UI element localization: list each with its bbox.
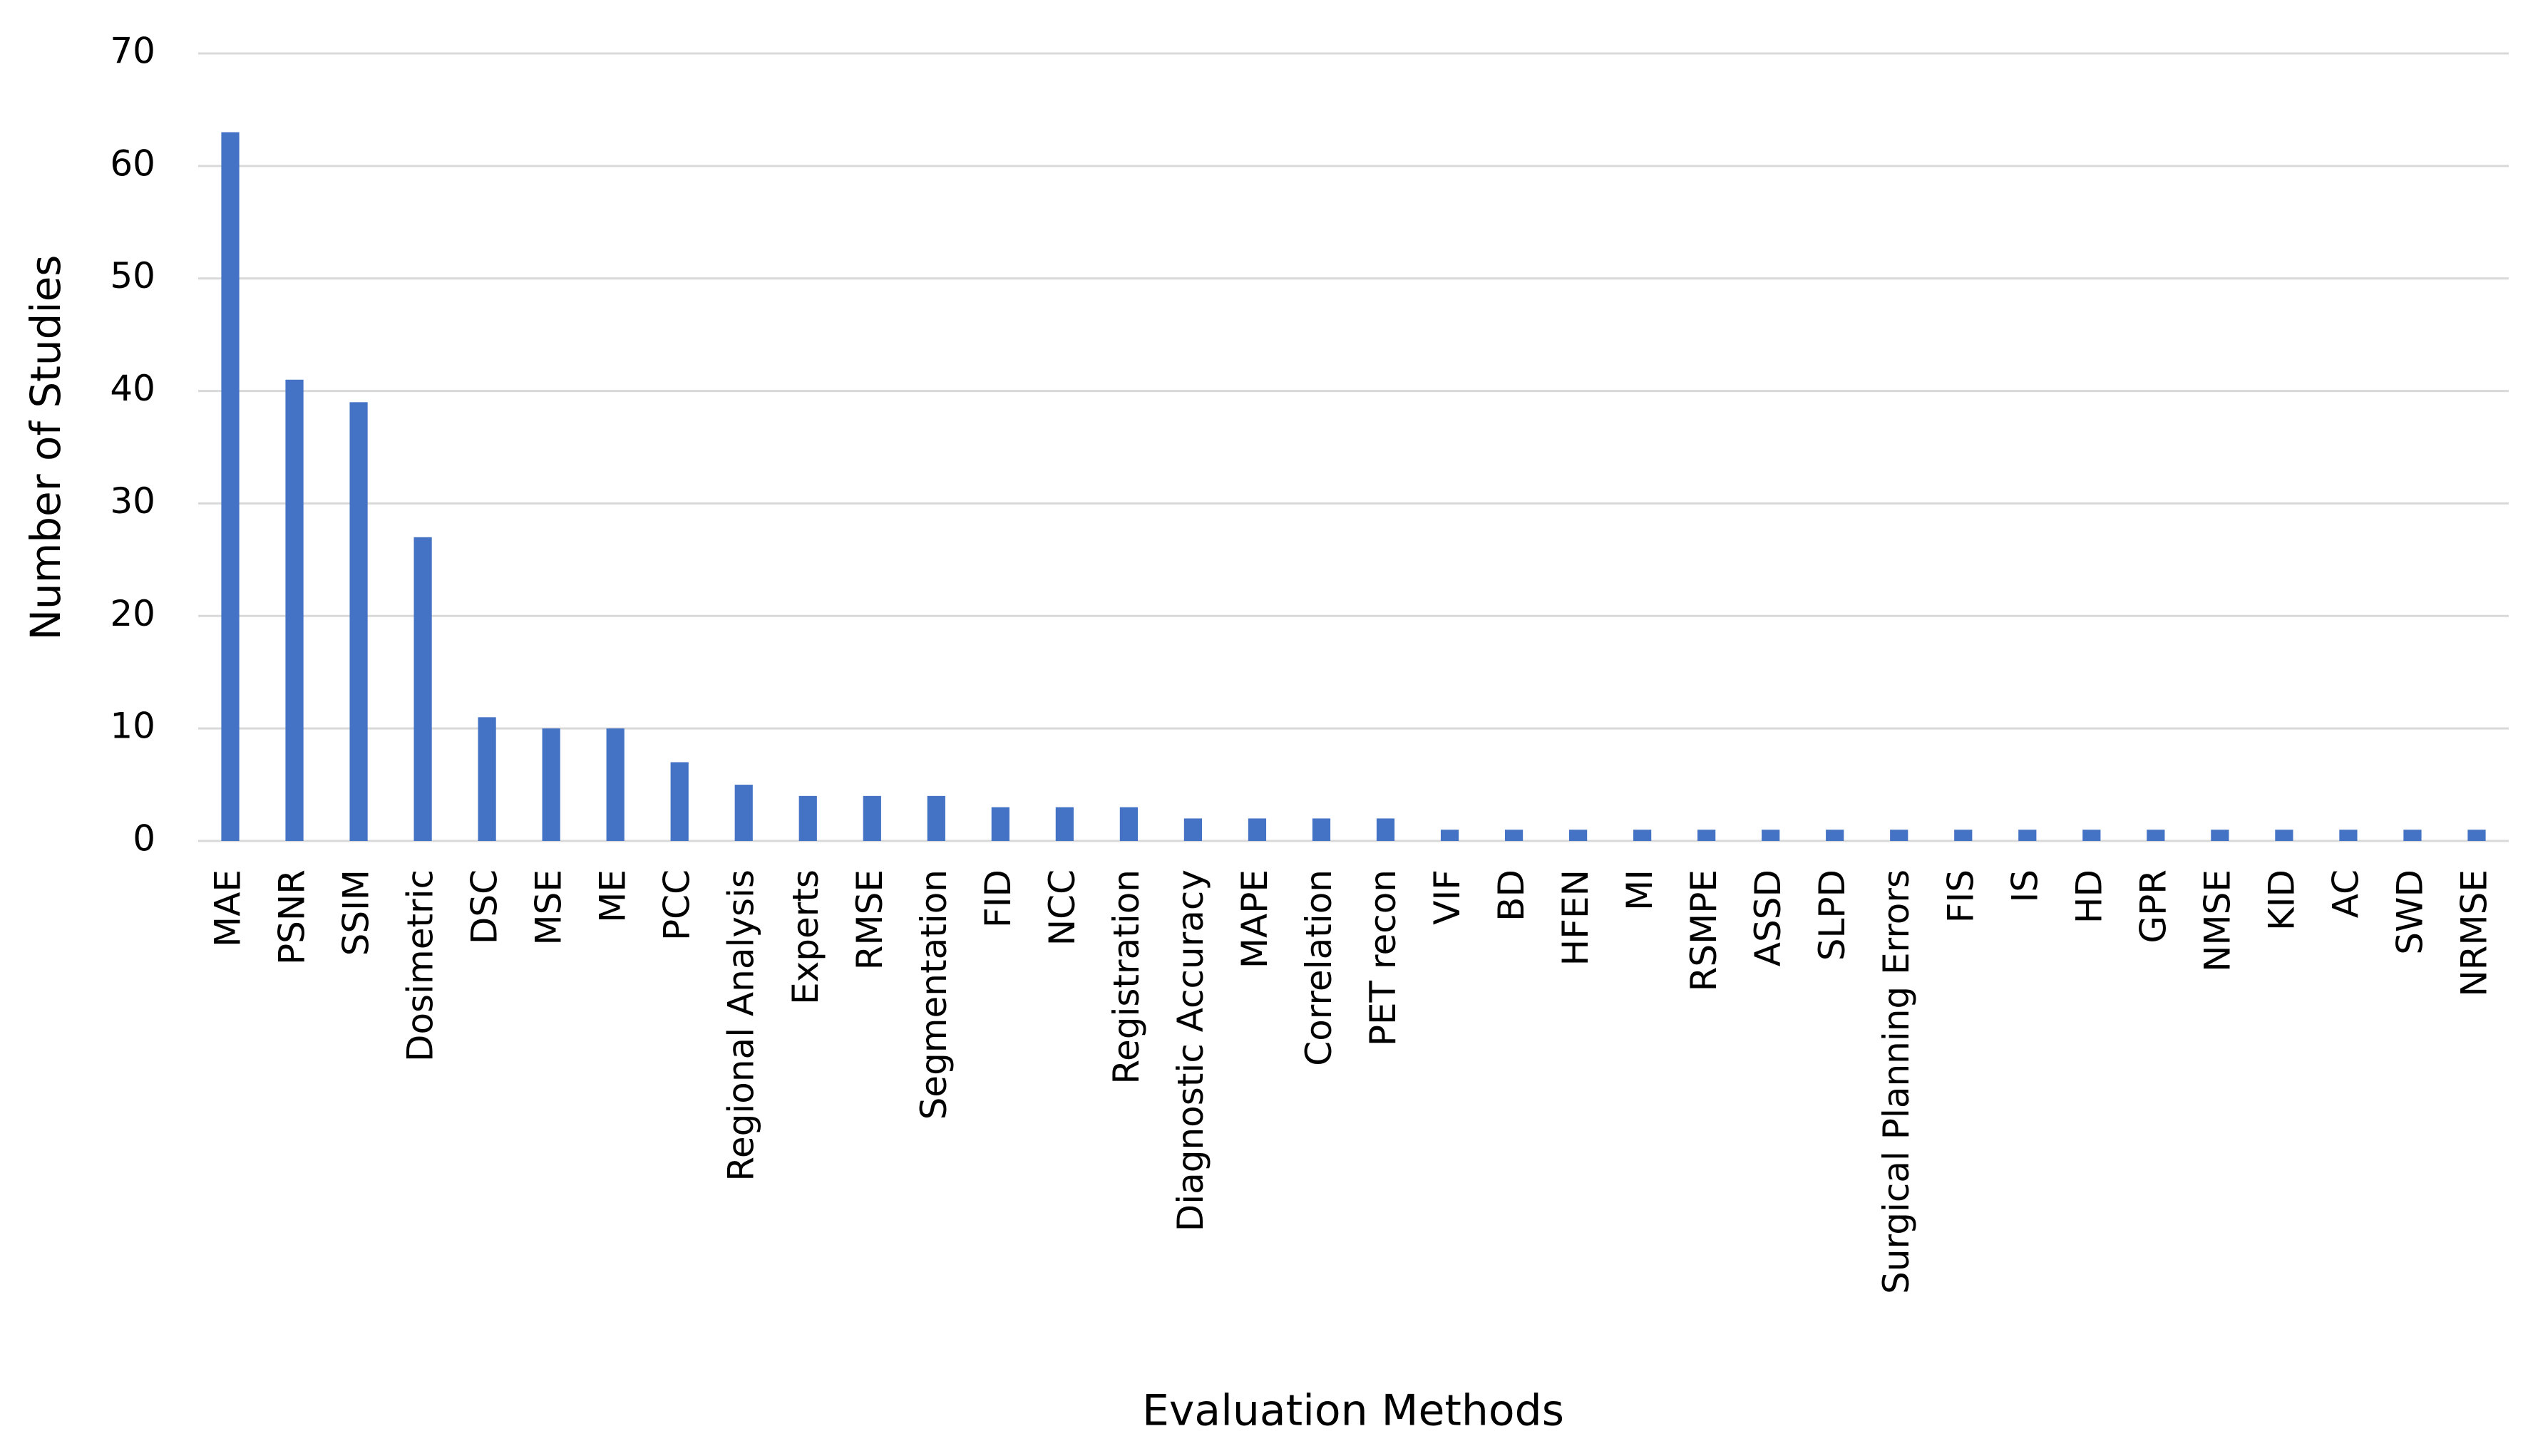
x-tick-label: Diagnostic Accuracy	[1170, 869, 1211, 1232]
x-tick-label: PSNR	[272, 869, 313, 965]
x-tick-label: KID	[2261, 869, 2302, 931]
x-tick-label: Registration	[1106, 869, 1147, 1085]
y-tick-label: 70	[110, 31, 155, 72]
x-tick-label: DSC	[464, 869, 505, 944]
x-tick-label: MAE	[207, 869, 249, 947]
x-tick-label: BD	[1491, 869, 1532, 921]
bar	[413, 537, 432, 841]
x-tick-label: Correlation	[1298, 869, 1340, 1066]
x-axis-title: Evaluation Methods	[1142, 1386, 1564, 1436]
x-tick-label: SSIM	[336, 869, 377, 956]
bar	[734, 785, 753, 841]
x-tick-label: MAPE	[1234, 869, 1275, 969]
x-tick-label: GPR	[2132, 869, 2174, 944]
bar	[478, 717, 496, 841]
bar	[1890, 830, 1908, 841]
bar	[1954, 830, 1973, 841]
x-tick-label: NRMSE	[2453, 869, 2494, 997]
y-axis-title: Number of Studies	[21, 255, 70, 641]
bar	[670, 762, 689, 841]
x-tick-label: NMSE	[2196, 869, 2238, 972]
x-tick-label: SLPD	[1812, 869, 1853, 961]
bar	[2147, 830, 2165, 841]
bar	[221, 132, 240, 841]
bar	[1762, 830, 1780, 841]
y-tick-label: 30	[110, 480, 155, 522]
x-tick-label: Dosimetric	[400, 869, 441, 1062]
x-tick-label: RSMPE	[1683, 869, 1725, 991]
bar	[606, 728, 625, 841]
bar	[2082, 830, 2101, 841]
bar	[542, 728, 560, 841]
x-tick-label: HD	[2068, 869, 2110, 924]
bar	[2275, 830, 2293, 841]
x-tick-label: IS	[2004, 869, 2045, 902]
bar	[2018, 830, 2037, 841]
bar	[798, 795, 817, 841]
x-tick-label: MSE	[528, 869, 570, 945]
x-tick-label: NCC	[1042, 869, 1083, 946]
bar	[1697, 830, 1716, 841]
bar	[2467, 830, 2486, 841]
bar	[2211, 830, 2229, 841]
x-tick-label: ASSD	[1747, 869, 1789, 966]
y-tick-label: 20	[110, 593, 155, 634]
bar	[285, 379, 304, 841]
bar	[1826, 830, 1844, 841]
bar	[1312, 818, 1331, 841]
bar	[2339, 830, 2358, 841]
bar	[1376, 818, 1395, 841]
x-tick-label: VIF	[1427, 869, 1468, 925]
bar	[2403, 830, 2422, 841]
x-tick-label: PCC	[657, 869, 698, 941]
x-tick-label: ME	[592, 869, 634, 923]
y-tick-label: 60	[110, 143, 155, 184]
x-tick-label: Surgical Planning Errors	[1876, 869, 1917, 1294]
x-tick-label: AC	[2325, 869, 2366, 918]
y-tick-label: 40	[110, 368, 155, 409]
bar	[863, 795, 881, 841]
x-tick-label: Experts	[785, 869, 826, 1005]
x-tick-label: Segmentation	[913, 869, 955, 1120]
y-tick-label: 50	[110, 255, 155, 296]
bar	[1183, 818, 1203, 841]
x-tick-label: Regional Analysis	[721, 869, 762, 1182]
bar	[991, 807, 1009, 841]
y-tick-label: 10	[110, 706, 155, 747]
bar	[1440, 830, 1459, 841]
x-tick-label: FID	[977, 869, 1019, 928]
bar	[1568, 830, 1588, 841]
bar	[1119, 807, 1139, 841]
x-tick-label: RMSE	[849, 869, 890, 970]
bar	[349, 402, 368, 841]
x-tick-label: FIS	[1940, 869, 1981, 923]
bar	[1248, 818, 1267, 841]
y-tick-label: 0	[133, 818, 155, 859]
x-tick-label: PET recon	[1362, 869, 1404, 1046]
bar	[927, 795, 945, 841]
x-tick-label: MI	[1619, 869, 1660, 911]
x-tick-label: HFEN	[1555, 869, 1596, 966]
bar	[1504, 830, 1524, 841]
bar	[1633, 830, 1652, 841]
x-tick-label: SWD	[2389, 869, 2430, 955]
bar	[1055, 807, 1074, 841]
